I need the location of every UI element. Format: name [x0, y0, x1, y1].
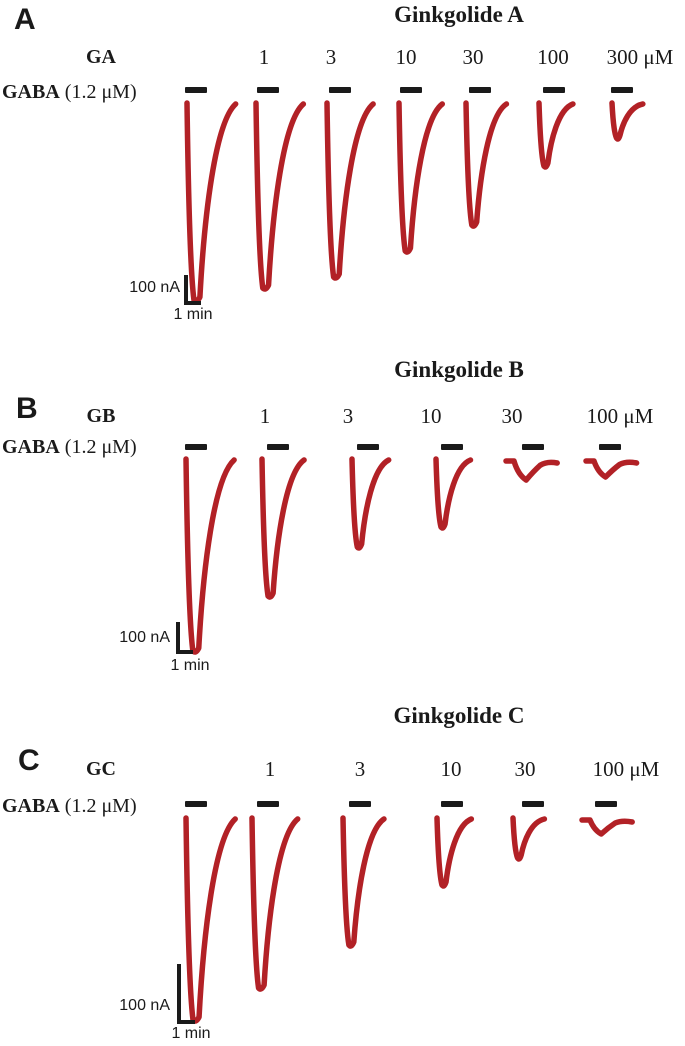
- concentration-label-row-b: 1 3 10 30 100 μM: [0, 340, 685, 690]
- agonist-name: GABA: [2, 795, 60, 817]
- concentration-label: 1: [258, 45, 270, 69]
- agonist-name: GABA: [2, 436, 60, 458]
- panel-letter-b: B: [16, 392, 38, 425]
- concentration-label: 1: [264, 757, 276, 781]
- panel-c: C Ginkgolide C GC 1 3 10 30 100 μM GABA (1.2…: [0, 690, 685, 1046]
- concentration-label-row-c: 1 3 10 30 100 μM: [0, 690, 685, 1046]
- concentration-label: 3: [342, 404, 354, 428]
- panel-letter-c: C: [18, 744, 40, 777]
- drug-abbrev-label-a: GA: [86, 46, 116, 68]
- panel-title-c: Ginkgolide C: [393, 703, 525, 728]
- panel-letter-a: A: [14, 3, 36, 36]
- concentration-label: 30: [501, 404, 523, 428]
- agonist-concentration: (1.2 μM): [59, 81, 137, 103]
- panel-title-a: Ginkgolide A: [394, 2, 524, 27]
- agonist-name: GABA: [2, 81, 60, 103]
- concentration-label: 3: [325, 45, 337, 69]
- concentration-label: 3: [354, 757, 366, 781]
- agonist-label-c: GABA (1.2 μM): [2, 796, 137, 816]
- concentration-label: 100 μM: [586, 404, 654, 428]
- concentration-label: 10: [395, 45, 417, 69]
- scale-time-label-b: 1 min: [170, 657, 210, 674]
- panel-b: B Ginkgolide B GB 1 3 10 30 100 μM GABA (1.2…: [0, 340, 685, 690]
- concentration-label: 100 μM: [592, 757, 660, 781]
- concentration-label: 100: [537, 45, 569, 69]
- concentration-label: 10: [440, 757, 462, 781]
- agonist-label-b: GABA (1.2 μM): [2, 437, 137, 457]
- drug-abbrev-label-c: GC: [86, 758, 116, 780]
- panel-a: A Ginkgolide A GA 1 3 10 30 100 300 μM GABA (…: [0, 0, 685, 340]
- panel-title-b: Ginkgolide B: [394, 357, 524, 382]
- drug-abbrev-label-b: GB: [86, 405, 116, 427]
- agonist-concentration: (1.2 μM): [59, 436, 137, 458]
- scale-time-label-a: 1 min: [173, 306, 213, 323]
- concentration-label: 1: [259, 404, 271, 428]
- scale-current-label-a: 100 nA: [129, 279, 180, 296]
- concentration-label: 300 μM: [606, 45, 674, 69]
- agonist-concentration: (1.2 μM): [59, 795, 137, 817]
- scale-current-label-b: 100 nA: [119, 629, 170, 646]
- concentration-label: 30: [514, 757, 536, 781]
- concentration-label: 10: [420, 404, 442, 428]
- concentration-label: 30: [462, 45, 484, 69]
- agonist-label-a: GABA (1.2 μM): [2, 82, 137, 102]
- scale-current-label-c: 100 nA: [119, 997, 170, 1014]
- scale-time-label-c: 1 min: [171, 1025, 211, 1042]
